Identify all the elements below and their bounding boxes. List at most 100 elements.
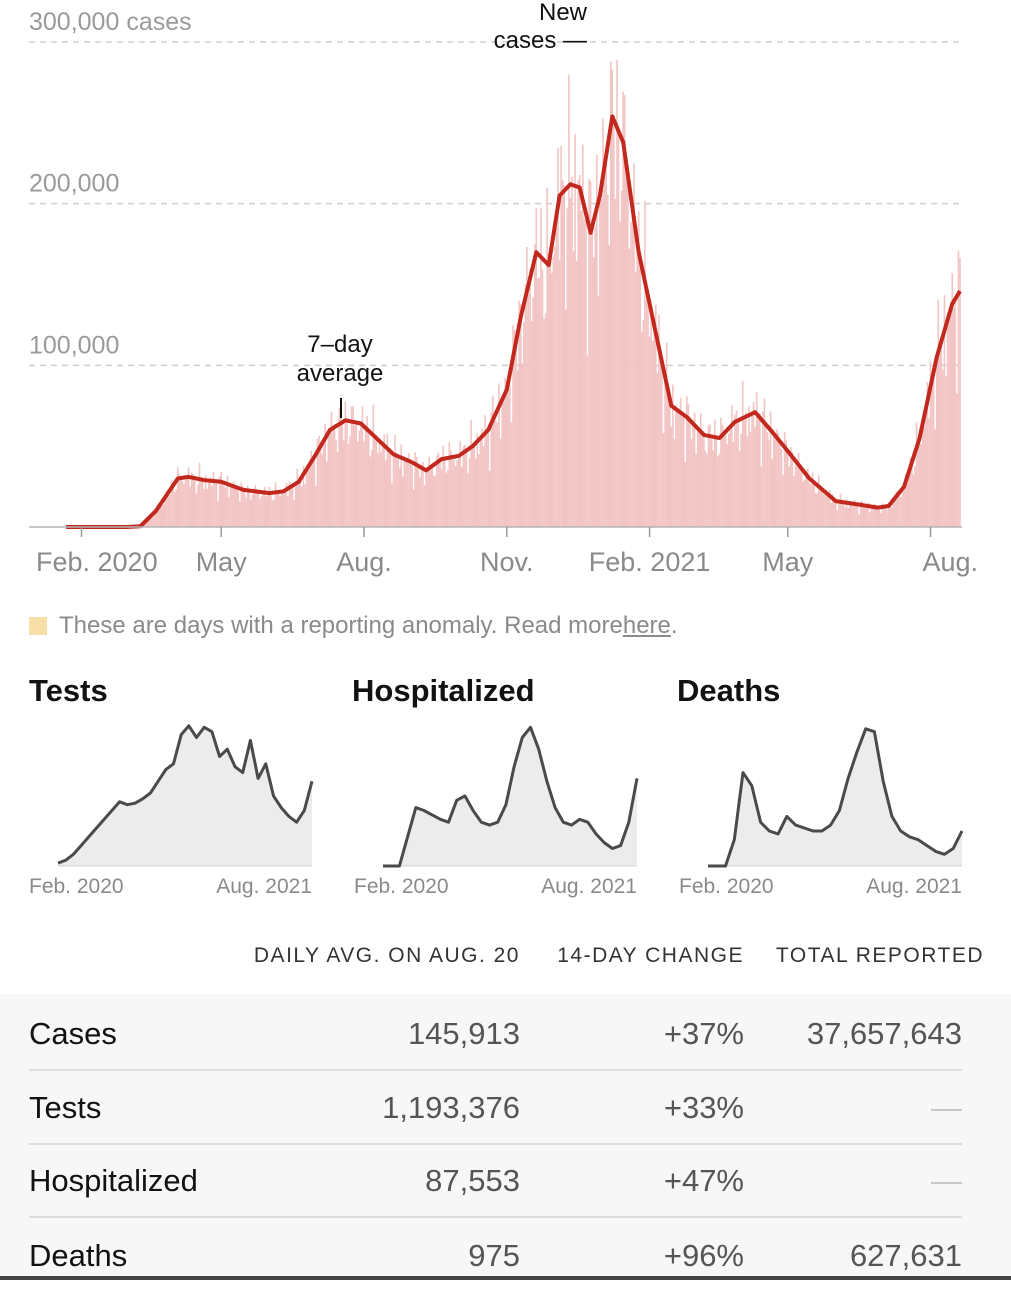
daily-bar [824,495,826,527]
daily-bar [799,469,801,527]
daily-bar [618,127,620,527]
daily-bar [694,413,696,527]
daily-bar [329,433,331,527]
daily-bar [765,425,767,527]
daily-bar [431,463,433,527]
daily-bar [467,473,469,527]
daily-bar [279,496,281,527]
daily-bar [739,451,741,527]
daily-bar [737,422,739,527]
read-more-link[interactable]: here [623,612,671,640]
daily-bar [788,467,790,527]
daily-bar [953,308,955,527]
daily-bar [435,476,437,527]
daily-bar [878,510,880,527]
daily-bar [436,456,438,527]
daily-bar [734,415,736,527]
daily-bar [352,406,354,527]
daily-bar [203,489,205,527]
daily-bar [709,424,711,527]
daily-bar [306,468,308,527]
daily-bar [667,395,669,527]
tests-end-label: Aug. 2021 [216,875,312,898]
daily-bar [296,469,298,527]
daily-bar [301,486,303,527]
daily-bar [276,491,278,527]
bottom-rule [0,1276,1011,1280]
daily-bar [282,494,284,527]
daily-bar [376,435,378,527]
daily-bar [587,355,589,527]
daily-bar [916,422,918,527]
daily-bar [594,227,596,527]
header-total-reported: TOTAL REPORTED [776,944,984,968]
daily-bar [258,491,260,527]
daily-bar [820,486,822,527]
daily-bar [827,496,829,527]
daily-bar [419,477,421,527]
daily-bar [425,472,427,527]
daily-bar [743,421,745,527]
daily-bar [560,146,562,527]
daily-bar [579,175,581,527]
summary-table: Cases 145,913 +37% 37,657,643 Tests 1,19… [0,994,1011,1280]
daily-bar [771,459,773,527]
daily-bar [214,483,216,527]
daily-bar [947,313,949,527]
daily-bar [664,374,666,527]
daily-bar [256,493,258,527]
daily-bar [377,453,379,527]
daily-bar [236,487,238,527]
daily-bar [469,458,471,527]
daily-bar [520,304,522,527]
daily-bar [574,134,576,527]
daily-bar [629,249,631,527]
daily-bar [584,220,586,527]
total-value: — [931,1163,962,1199]
daily-bar [716,440,718,527]
daily-bar [660,356,662,527]
daily-bar [865,508,867,527]
daily-bar [244,489,246,527]
daily-bar [354,426,356,527]
daily-bar [843,502,845,527]
daily-bar [186,479,188,527]
daily-bar [295,486,297,527]
daily-bar [500,439,502,527]
change-value: +33% [664,1090,744,1126]
daily-bar [390,448,392,527]
daily-bar [453,460,455,527]
daily-bar [452,458,454,527]
daily-bar [245,497,247,527]
daily-bar [300,478,302,527]
daily-bar [767,432,769,527]
daily-bar [840,494,842,527]
daily-bar [360,424,362,527]
daily-bar [931,379,933,527]
daily-bar [219,476,221,527]
daily-bar [793,476,795,527]
daily-bar [650,310,652,527]
daily-bar [177,467,179,527]
daily-bar [489,471,491,527]
daily-bar [621,191,623,527]
daily-bar [202,478,204,527]
daily-bar [818,475,820,527]
header-daily-avg: DAILY AVG. ON AUG. 20 [254,944,520,968]
daily-bar [747,436,749,527]
daily-bar [210,477,212,527]
daily-bar [548,253,550,527]
daily-bar [830,503,832,527]
daily-bar [475,459,477,527]
daily-case-bars [127,60,961,527]
daily-bar [349,436,351,527]
daily-bar [761,466,763,527]
daily-bar [671,426,673,527]
daily-bar [545,313,547,527]
daily-bar [172,487,174,527]
daily-bar [643,320,645,527]
daily-bar [393,452,395,527]
daily-bar [490,413,492,527]
daily-bar [897,496,899,527]
daily-bar [369,457,371,527]
